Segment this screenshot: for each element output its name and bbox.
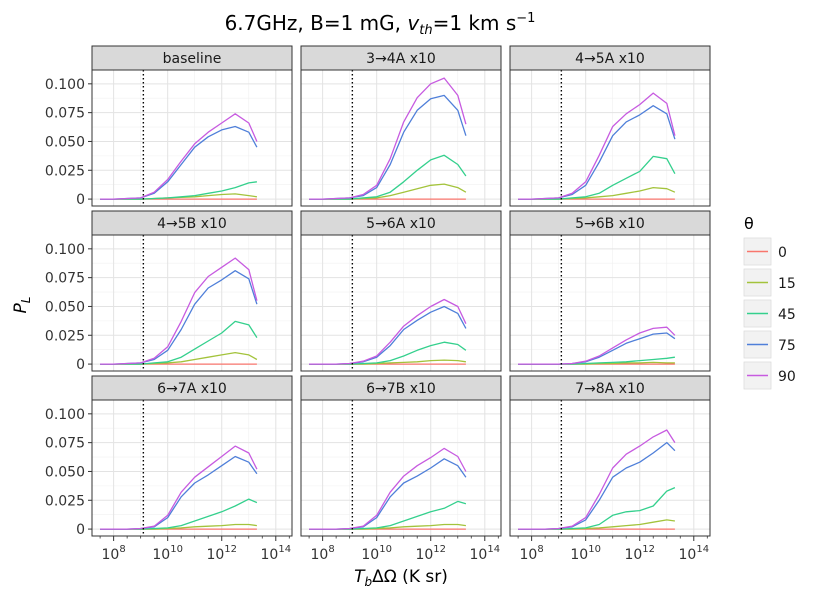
x-axis-label: TbΔΩ (K sr): [354, 567, 448, 589]
facet-strip-label: baseline: [163, 51, 222, 67]
legend-label: 75: [778, 338, 796, 354]
panel-border: [300, 399, 502, 537]
y-axis-label: PL: [11, 297, 33, 314]
plot-background: [510, 70, 710, 206]
y-axes: 0 0.025 0.050 0.075 0.100 0 0.025 0.050 0.075 0.1…: [45, 77, 92, 538]
series-line-theta-90: [100, 257, 258, 365]
x-tick-label: 108: [311, 544, 335, 563]
x-tick-label: 1012: [624, 544, 655, 563]
facet-strip: [509, 45, 711, 71]
panel-border: [91, 399, 293, 537]
x-tick-label: 1014: [679, 544, 710, 563]
y-tick-label: 0.100: [45, 77, 85, 93]
legend-item: 15: [743, 268, 796, 297]
y-tick-label: 0.100: [45, 242, 85, 258]
y-tick-label: 0.050: [45, 134, 85, 150]
plot-background: [510, 235, 710, 371]
y-tick-label: 0.025: [45, 328, 85, 344]
series-line-theta-90: [309, 298, 467, 365]
facet-strip-label: 6→7A x10: [157, 381, 227, 397]
series-line-theta-90: [309, 77, 467, 200]
plot-background: [510, 400, 710, 536]
facet-panel: 4→5A x10: [509, 45, 711, 207]
facet-strip-label: 7→8A x10: [575, 381, 645, 397]
x-tick-label: 1010: [361, 544, 392, 563]
facet-panel: 6→7B x10: [300, 375, 502, 537]
chart-title: 6.7GHz, B=1 mG, vth=1 km s−1: [225, 11, 536, 38]
facet-panel: baseline: [91, 45, 293, 207]
plot-background: [301, 400, 501, 536]
facet-strip-label: 4→5A x10: [575, 51, 645, 67]
panel-border: [91, 234, 293, 372]
y-tick-label: 0.075: [45, 436, 85, 452]
facet-strip: [300, 375, 502, 401]
y-tick-label: 0: [76, 522, 85, 538]
panel-border: [509, 234, 711, 372]
facet-panels: baseline 3→4A x10 4→5A x10 4→5B x10 5→6A x10…: [91, 45, 711, 537]
y-tick-label: 0.075: [45, 271, 85, 287]
facet-panel: 6→7A x10: [91, 375, 293, 537]
legend-item: 90: [743, 361, 796, 390]
facet-strip: [91, 45, 293, 71]
series-line-theta-90: [100, 113, 258, 200]
facet-panel: 4→5B x10: [91, 210, 293, 372]
legend-item: 0: [743, 237, 787, 266]
panel-border: [300, 69, 502, 207]
y-tick-label: 0.025: [45, 163, 85, 179]
series-line-theta-90: [518, 92, 676, 200]
x-tick-label: 1014: [470, 544, 501, 563]
x-tick-label: 1012: [206, 544, 237, 563]
panel-border: [509, 69, 711, 207]
panel-border: [91, 69, 293, 207]
facet-strip-label: 5→6B x10: [575, 216, 645, 232]
facet-panel: 3→4A x10: [300, 45, 502, 207]
plot-background: [92, 235, 292, 371]
facet-strip: [91, 375, 293, 401]
plot-background: [92, 400, 292, 536]
legend-title: θ: [744, 214, 754, 233]
facet-strip-label: 5→6A x10: [366, 216, 436, 232]
legend-item: 75: [743, 330, 796, 359]
y-tick-label: 0.100: [45, 407, 85, 423]
x-tick-label: 108: [520, 544, 544, 563]
legend-items: 0 15 45 75 90: [743, 237, 796, 390]
y-tick-label: 0.050: [45, 299, 85, 315]
x-tick-label: 108: [102, 544, 126, 563]
series-line-theta-90: [309, 447, 467, 530]
y-tick-label: 0: [76, 357, 85, 373]
legend-label: 90: [778, 369, 796, 385]
facet-strip: [300, 210, 502, 236]
x-tick-label: 1010: [152, 544, 183, 563]
y-tick-label: 0.075: [45, 106, 85, 122]
series-line-theta-90: [518, 326, 676, 365]
facet-strip: [509, 210, 711, 236]
panel-border: [300, 234, 502, 372]
facet-strip: [91, 210, 293, 236]
facet-panel: 5→6B x10: [509, 210, 711, 372]
facet-strip-label: 3→4A x10: [366, 51, 436, 67]
series-line-theta-90: [518, 429, 676, 530]
legend-label: 45: [778, 307, 796, 323]
x-tick-label: 1012: [415, 544, 446, 563]
y-tick-label: 0.025: [45, 493, 85, 509]
legend-label: 15: [778, 276, 796, 292]
facet-panel: 5→6A x10: [300, 210, 502, 372]
legend-label: 0: [778, 245, 787, 261]
x-tick-label: 1014: [261, 544, 292, 563]
y-tick-label: 0: [76, 192, 85, 208]
y-tick-label: 0.050: [45, 464, 85, 480]
facet-strip: [300, 45, 502, 71]
x-axes: 108 1010 1012 1014 108 1010 1012 1014 108 1010 101…: [99, 536, 710, 563]
series-line-theta-90: [100, 445, 258, 530]
plot-background: [301, 235, 501, 371]
plot-background: [92, 70, 292, 206]
legend-item: 45: [743, 299, 796, 328]
x-tick-label: 1010: [570, 544, 601, 563]
facet-panel: 7→8A x10: [509, 375, 711, 537]
panel-border: [509, 399, 711, 537]
facet-strip-label: 6→7B x10: [366, 381, 436, 397]
facet-strip-label: 4→5B x10: [157, 216, 227, 232]
legend: θ 0 15 45 75 90: [743, 214, 796, 390]
